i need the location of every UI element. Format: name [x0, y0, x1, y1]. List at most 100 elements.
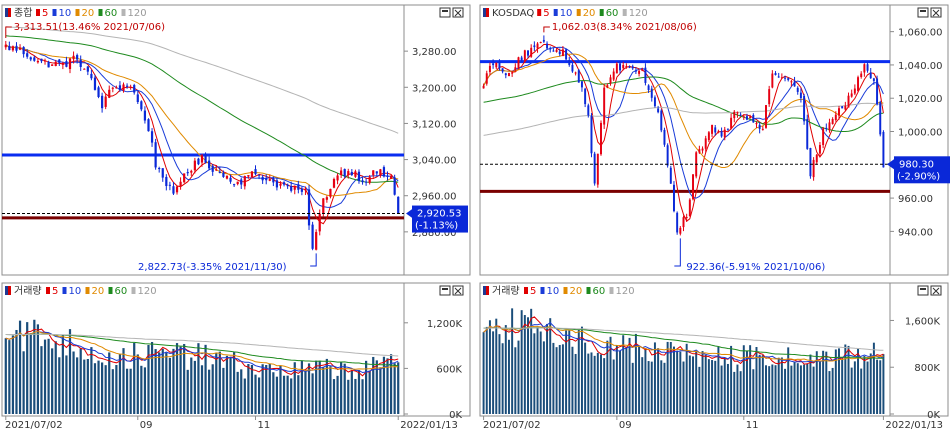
candle — [650, 85, 653, 102]
candle — [204, 152, 207, 164]
candle — [58, 58, 61, 66]
volume-bar — [704, 354, 707, 414]
high-annotation: 3,313.51(13.46% 2021/07/06) — [14, 22, 165, 33]
legend-swatch-ma60 — [586, 287, 591, 294]
maximize-icon[interactable] — [917, 285, 929, 296]
volume-bar — [79, 348, 82, 414]
candle — [257, 174, 261, 180]
legend-label-ma5: 5 — [530, 286, 536, 297]
volume-bar — [825, 351, 828, 414]
current-price-value: 2,920.53 — [417, 209, 462, 220]
candle — [168, 181, 171, 191]
volume-bar — [389, 354, 393, 414]
volume-bar — [61, 335, 64, 414]
volume-bar — [33, 319, 36, 414]
candle — [872, 77, 875, 85]
current-price-arrow-icon — [887, 159, 894, 170]
maximize-icon[interactable] — [439, 285, 451, 296]
volume-bar — [211, 364, 214, 414]
candle — [43, 58, 47, 65]
volume-bar — [325, 358, 328, 414]
candle — [290, 181, 293, 193]
price-tick-label: 940.00 — [898, 227, 933, 238]
legend-swatch-ma10 — [62, 287, 67, 294]
volume-bar — [701, 351, 704, 414]
volume-bar — [657, 348, 660, 414]
candle — [336, 173, 339, 185]
volume-bar — [240, 369, 243, 414]
candle — [275, 177, 279, 191]
candle — [286, 183, 289, 189]
volume-bar — [882, 354, 885, 414]
volume-bar — [755, 347, 758, 414]
candle — [536, 42, 539, 53]
volume-tick-label: 0K — [927, 410, 940, 421]
candle — [372, 170, 375, 178]
candle — [200, 153, 204, 167]
candle — [558, 48, 561, 57]
volume-bar — [261, 364, 264, 414]
volume-bar — [669, 341, 672, 414]
current-price-box — [412, 205, 468, 233]
volume-bar — [365, 360, 368, 414]
volume-bar — [695, 351, 698, 414]
candle — [51, 64, 54, 66]
candle — [815, 153, 818, 165]
legend-label-ma60: 60 — [593, 286, 606, 297]
candle — [222, 170, 225, 178]
candle — [495, 62, 498, 70]
price-tick-label: 3,120.00 — [412, 119, 457, 130]
candle — [517, 56, 520, 69]
candle — [29, 56, 32, 62]
low-annotation: 2,822.73(-3.35% 2021/11/30) — [138, 262, 287, 273]
volume-tick-label: 0K — [449, 410, 462, 421]
candle — [717, 129, 720, 134]
volume-bar — [97, 360, 100, 414]
current-price-box — [894, 156, 950, 184]
volume-bar — [876, 359, 879, 414]
volume-ma20-line — [5, 330, 399, 371]
candle — [828, 118, 831, 133]
volume-bar — [268, 363, 271, 414]
volume-bar — [809, 354, 812, 414]
candle — [65, 56, 68, 68]
candle — [183, 173, 186, 184]
volume-bar — [76, 357, 79, 414]
volume-bar — [552, 342, 555, 414]
candle — [707, 130, 710, 143]
volume-bar — [200, 365, 204, 414]
volume-bar — [768, 366, 771, 414]
volume-bar — [340, 361, 343, 414]
volume-tick-label: 800K — [914, 363, 940, 374]
volume-bar — [850, 367, 853, 414]
candle — [666, 143, 669, 168]
candle — [504, 72, 507, 79]
legend-label-ma20: 20 — [82, 8, 95, 19]
candle — [774, 71, 777, 76]
volume-bar — [488, 320, 491, 414]
candle — [186, 168, 189, 176]
volume-bar — [250, 364, 254, 414]
volume-bar — [863, 356, 866, 414]
volume-bar — [357, 370, 361, 414]
candle — [293, 185, 296, 195]
volume-ma20-line — [483, 325, 884, 362]
candle — [736, 111, 739, 118]
candle — [140, 100, 143, 112]
volume-bar — [780, 357, 783, 414]
candle — [47, 60, 50, 68]
maximize-icon[interactable] — [439, 7, 451, 18]
price-tick-label: 3,280.00 — [412, 47, 457, 58]
candle — [857, 75, 860, 93]
low-pointer — [310, 253, 317, 267]
candle — [215, 165, 218, 172]
candle — [236, 181, 239, 186]
volume-bar — [179, 346, 182, 414]
legend-swatch-ma20 — [576, 9, 581, 16]
x-tick-label: 11 — [746, 420, 759, 431]
candle — [879, 100, 882, 137]
kospi-legend-title: 종합 — [14, 7, 32, 19]
maximize-icon[interactable] — [917, 7, 929, 18]
candle — [752, 113, 755, 123]
legend-label-ma5: 5 — [543, 8, 549, 19]
